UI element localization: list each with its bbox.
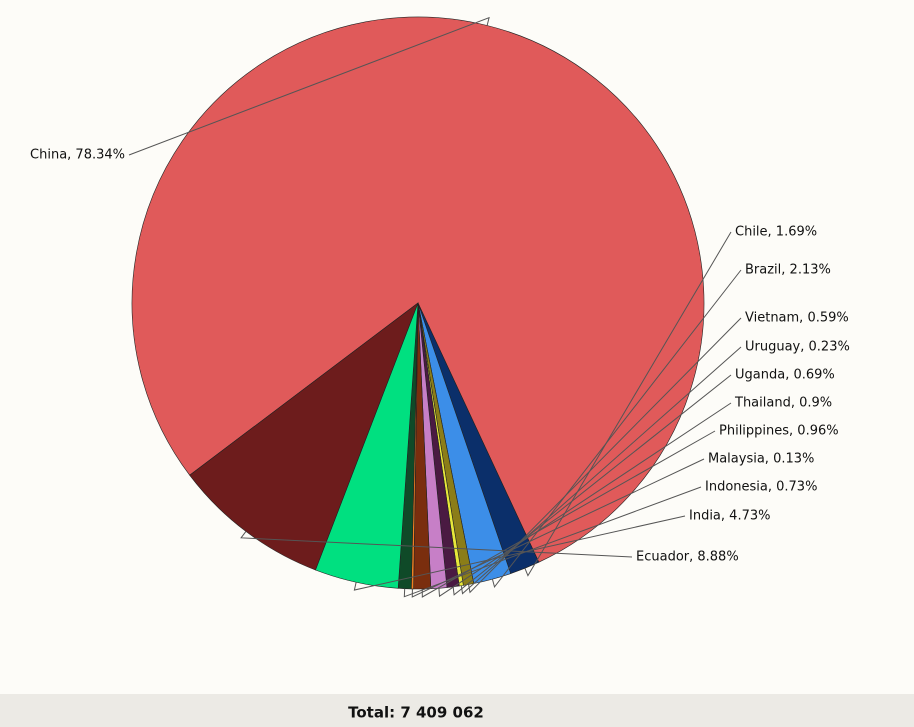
slice-label: India, 4.73% [689, 509, 770, 524]
leader-line [128, 16, 490, 156]
total-label: Total: 7 409 062 [348, 704, 484, 722]
slice-label: Chile, 1.69% [735, 225, 817, 240]
slice-label: Thailand, 0.9% [734, 396, 832, 411]
slice-label: Uruguay, 0.23% [745, 340, 850, 355]
slice-label: Brazil, 2.13% [745, 263, 831, 278]
slice-label: Ecuador, 8.88% [636, 550, 739, 565]
leader-line [491, 269, 742, 588]
leader-line [353, 515, 686, 591]
slice-label: Indonesia, 0.73% [705, 480, 817, 495]
pie-slice [131, 16, 705, 563]
leader-line [438, 402, 732, 598]
leader-line [524, 231, 732, 577]
leader-line [411, 458, 705, 598]
slice-label: Malaysia, 0.13% [708, 452, 814, 467]
slice-label: China, 78.34% [30, 148, 125, 163]
leader-line [452, 374, 732, 596]
footer-bar [0, 694, 914, 727]
leader-line [468, 317, 742, 594]
slice-label: Philippines, 0.96% [719, 424, 839, 439]
leader-line [421, 430, 716, 598]
leader-line [240, 531, 633, 558]
slice-label: Vietnam, 0.59% [745, 311, 849, 326]
slice-label: Uganda, 0.69% [735, 368, 835, 383]
leader-line [403, 486, 702, 598]
